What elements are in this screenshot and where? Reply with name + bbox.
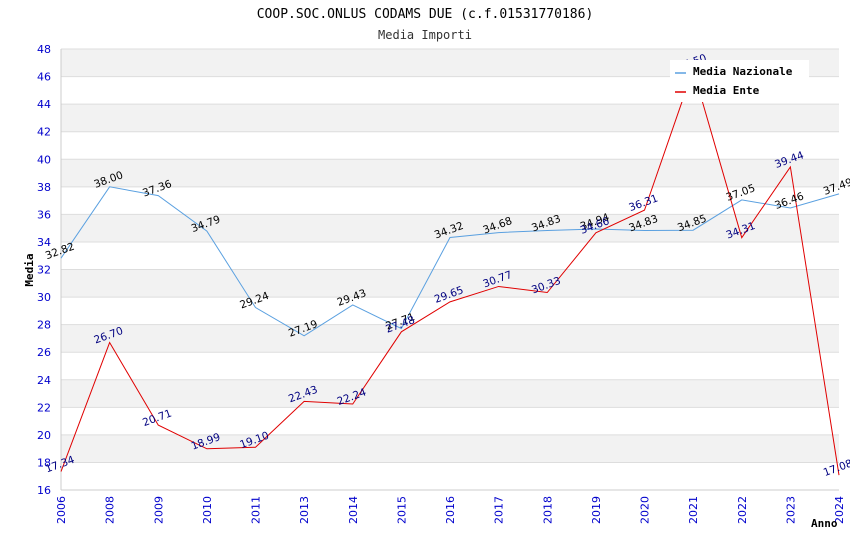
x-tick-label: 2016 — [444, 496, 457, 524]
x-tick-label: 2009 — [152, 496, 165, 524]
y-tick-label: 36 — [37, 208, 51, 221]
x-axis-ticks: 2006 2008 2009 2010 2011 2013 2014 2015 2016 2017… — [55, 496, 846, 524]
plot-band — [61, 324, 839, 353]
plot-band — [61, 269, 839, 298]
y-tick-label: 40 — [37, 153, 51, 166]
x-tick-label: 2023 — [784, 496, 797, 524]
x-tick-label: 2014 — [347, 496, 360, 524]
plot-band — [61, 352, 839, 380]
y-tick-label: 16 — [37, 484, 51, 497]
plot-band — [61, 131, 839, 160]
plot-band — [61, 241, 839, 270]
x-tick-label: 2006 — [55, 496, 68, 524]
series-lines — [60, 68, 840, 476]
x-tick-label: 2010 — [201, 496, 214, 524]
y-tick-label: 32 — [37, 264, 51, 277]
y-tick-label: 26 — [37, 346, 51, 359]
x-tick-label: 2024 — [833, 496, 846, 524]
x-axis-label: Anno — [811, 517, 838, 530]
legend-box — [670, 60, 809, 102]
y-tick-label: 18 — [37, 456, 51, 469]
plot-band — [61, 186, 839, 215]
y-tick-label: 34 — [37, 236, 51, 249]
x-tick-label: 2013 — [298, 496, 311, 524]
series-line-ente — [60, 68, 840, 476]
plot-band — [61, 104, 839, 132]
y-tick-label: 44 — [37, 98, 51, 111]
y-tick-label: 24 — [37, 374, 51, 387]
axes — [60, 49, 839, 491]
x-tick-label: 2008 — [104, 496, 117, 524]
y-tick-label: 22 — [37, 401, 51, 414]
y-axis-label: Media — [23, 253, 36, 286]
y-tick-label: 38 — [37, 181, 51, 194]
plot-band — [61, 434, 839, 463]
x-tick-label: 2017 — [493, 496, 506, 524]
legend-label-nazionale: Media Nazionale — [693, 65, 793, 78]
plot-band — [61, 379, 839, 408]
chart-title: COOP.SOC.ONLUS CODAMS DUE (c.f.015317701… — [257, 7, 594, 22]
x-tick-label: 2015 — [395, 496, 408, 524]
x-tick-label: 2011 — [250, 496, 263, 524]
chart-subtitle: Media Importi — [378, 28, 472, 42]
y-tick-label: 46 — [37, 71, 51, 84]
plot-band — [61, 462, 839, 490]
legend: Media Nazionale Media Ente — [670, 60, 809, 102]
x-tick-label: 2019 — [590, 496, 603, 524]
y-tick-label: 30 — [37, 291, 51, 304]
series-line-nazionale — [60, 186, 840, 337]
y-axis-ticks: 16 18 20 22 24 26 28 30 32 34 36 38 40 42 44 46 48 — [37, 43, 51, 497]
y-tick-label: 28 — [37, 319, 51, 332]
y-tick-label: 48 — [37, 43, 51, 56]
plot-band — [61, 297, 839, 325]
x-tick-label: 2018 — [541, 496, 554, 524]
y-tick-label: 20 — [37, 429, 51, 442]
gridlines — [61, 48, 839, 491]
x-tick-label: 2021 — [687, 496, 700, 524]
plot-background — [61, 49, 839, 490]
plot-band — [61, 159, 839, 187]
plot-band — [61, 407, 839, 435]
x-tick-label: 2022 — [736, 496, 749, 524]
x-tick-label: 2020 — [639, 496, 652, 524]
legend-label-ente: Media Ente — [693, 84, 760, 97]
y-tick-label: 42 — [37, 126, 51, 139]
